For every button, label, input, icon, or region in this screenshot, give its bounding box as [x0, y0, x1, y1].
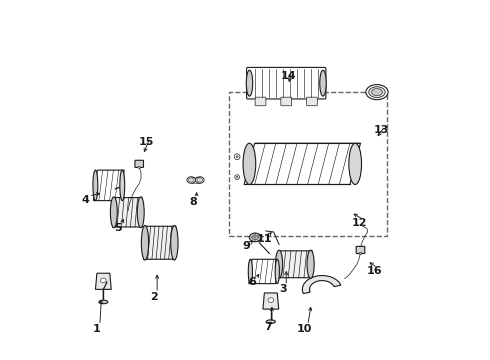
Ellipse shape — [275, 250, 283, 278]
Text: 7: 7 — [265, 322, 272, 332]
Text: 10: 10 — [296, 324, 312, 334]
FancyBboxPatch shape — [255, 97, 266, 106]
Polygon shape — [302, 275, 341, 294]
Ellipse shape — [187, 177, 196, 183]
Ellipse shape — [189, 178, 194, 182]
FancyBboxPatch shape — [281, 97, 292, 106]
FancyBboxPatch shape — [307, 97, 318, 106]
Ellipse shape — [368, 87, 385, 98]
Ellipse shape — [366, 85, 388, 100]
Text: 15: 15 — [139, 138, 154, 147]
Ellipse shape — [275, 259, 279, 284]
Ellipse shape — [359, 253, 362, 255]
Ellipse shape — [137, 197, 144, 228]
FancyBboxPatch shape — [229, 92, 387, 235]
Ellipse shape — [236, 156, 238, 158]
Ellipse shape — [138, 167, 141, 168]
Ellipse shape — [120, 170, 125, 201]
Text: 1: 1 — [92, 324, 100, 334]
Text: 12: 12 — [352, 218, 368, 228]
Text: 3: 3 — [279, 284, 287, 294]
Text: 4: 4 — [81, 195, 89, 205]
Ellipse shape — [93, 170, 98, 201]
Polygon shape — [244, 143, 361, 184]
Ellipse shape — [196, 177, 204, 183]
Text: 8: 8 — [189, 197, 197, 207]
Text: 5: 5 — [114, 224, 122, 233]
Ellipse shape — [110, 197, 117, 228]
Text: 11: 11 — [257, 234, 272, 244]
Ellipse shape — [100, 278, 106, 283]
Polygon shape — [144, 226, 176, 259]
Ellipse shape — [171, 225, 178, 260]
Polygon shape — [94, 170, 124, 201]
Ellipse shape — [320, 70, 326, 96]
Polygon shape — [249, 259, 279, 284]
Ellipse shape — [243, 143, 256, 184]
Ellipse shape — [236, 176, 238, 178]
Polygon shape — [113, 198, 142, 227]
Text: 2: 2 — [149, 292, 157, 302]
Text: 9: 9 — [243, 241, 251, 251]
Ellipse shape — [235, 175, 240, 180]
FancyBboxPatch shape — [246, 67, 326, 99]
Ellipse shape — [234, 154, 240, 159]
FancyBboxPatch shape — [135, 160, 144, 167]
Ellipse shape — [99, 300, 108, 304]
Ellipse shape — [246, 70, 253, 96]
Ellipse shape — [197, 178, 202, 182]
Ellipse shape — [249, 233, 261, 242]
Polygon shape — [278, 251, 312, 278]
Ellipse shape — [267, 320, 275, 323]
Text: 6: 6 — [248, 277, 256, 287]
Text: 14: 14 — [280, 71, 296, 81]
Text: 13: 13 — [373, 125, 389, 135]
FancyBboxPatch shape — [356, 246, 365, 253]
Text: 16: 16 — [367, 266, 382, 276]
Polygon shape — [96, 273, 111, 289]
Ellipse shape — [141, 225, 148, 260]
Ellipse shape — [252, 235, 258, 240]
Ellipse shape — [268, 298, 274, 302]
Ellipse shape — [349, 143, 362, 184]
Ellipse shape — [307, 250, 314, 278]
Ellipse shape — [371, 89, 382, 96]
Polygon shape — [263, 293, 279, 309]
Ellipse shape — [248, 259, 252, 284]
